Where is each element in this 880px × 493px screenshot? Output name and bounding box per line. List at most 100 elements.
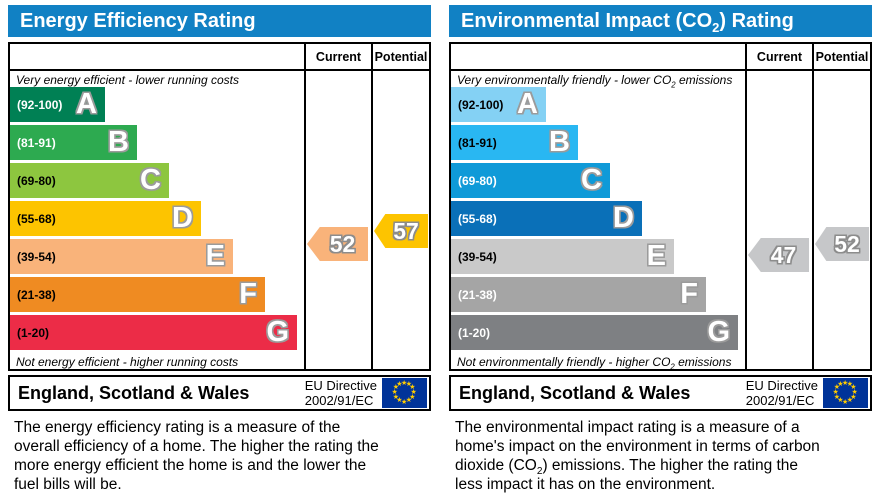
band-bar-b: (81-91) B <box>10 125 137 160</box>
top-note: Very energy efficient - lower running co… <box>16 73 239 87</box>
band-range-label: (1-20) <box>17 325 50 340</box>
eu-star-icon: ★ <box>392 393 400 401</box>
eu-star-icon: ★ <box>391 389 398 396</box>
eu-star-icon: ★ <box>409 393 416 401</box>
panel-title-subscript: 2 <box>712 20 720 35</box>
panel-title-suffix: ) Rating <box>719 10 794 32</box>
band-row-b: (81-91) B <box>10 125 297 163</box>
eu-star-icon: ★ <box>409 384 416 392</box>
column-divider <box>745 44 747 369</box>
band-bar-a: (92-100) A <box>451 87 546 122</box>
top-note-subscript: 2 <box>671 80 676 90</box>
energy-rating-description: The energy efficiency rating is a measur… <box>8 418 386 493</box>
bottom-note-text: Not energy efficient - higher running co… <box>16 355 239 369</box>
eu-star-icon: ★ <box>401 379 408 387</box>
header-divider <box>10 69 429 71</box>
eu-star-icon: ★ <box>842 398 849 406</box>
co2-rating-description: The environmental impact rating is a mea… <box>449 418 827 493</box>
band-bar-d: (55-68) D <box>10 201 201 236</box>
band-bar-g: (1-20) G <box>451 315 738 350</box>
band-range-label: (92-100) <box>17 97 63 112</box>
band-row-c: (69-80) C <box>10 163 297 201</box>
top-note-text: Very energy efficient - lower running co… <box>16 73 239 87</box>
potential-rating-value: 52 <box>834 230 860 257</box>
environmental-impact-title: Environmental Impact (CO2) Rating <box>449 5 872 37</box>
eu-star-icon: ★ <box>851 389 858 396</box>
energy-rating-chart: Current Potential Very energy efficient … <box>8 42 431 371</box>
band-row-d: (55-68) D <box>10 201 297 239</box>
band-range-label: (55-68) <box>458 211 497 226</box>
band-grade-letter: B <box>549 126 570 158</box>
co2-rating-chart: Current Potential Very environmentally f… <box>449 42 872 371</box>
band-bar-g: (1-20) G <box>10 315 297 350</box>
eu-star-icon: ★ <box>405 380 413 388</box>
potential-rating-value: 57 <box>393 217 419 244</box>
eu-directive-line1: EU Directive <box>745 378 818 393</box>
eu-star-icon: ★ <box>846 397 854 405</box>
eu-star-icon: ★ <box>396 397 403 405</box>
band-bar-f: (21-38) F <box>10 277 265 312</box>
band-grade-letter: D <box>613 202 634 234</box>
panel-title-text: Environmental Impact (CO <box>461 10 713 32</box>
region-footer: England, Scotland & Wales EU Directive 20… <box>8 375 431 411</box>
band-grade-letter: C <box>140 164 161 196</box>
eu-star-icon: ★ <box>833 393 841 401</box>
eu-directive-line2: 2002/91/EC <box>304 393 374 408</box>
bottom-note-text: Not environmentally friendly - higher CO <box>457 355 671 369</box>
header-divider <box>451 69 870 71</box>
eu-directive-label: EU Directive 2002/91/EC <box>746 378 818 408</box>
band-grade-letter: C <box>581 164 602 196</box>
band-grade-letter: E <box>205 240 225 272</box>
region-label: England, Scotland & Wales <box>459 382 691 403</box>
band-list: (92-100) A (81-91) B (69-80) C (55-68) D (39-54)… <box>10 87 297 353</box>
band-range-label: (81-91) <box>458 135 497 150</box>
description-subscript: 2 <box>536 466 543 478</box>
description-text: The environmental impact rating is a mea… <box>455 419 820 474</box>
band-row-d: (55-68) D <box>451 201 738 239</box>
energy-efficiency-title: Energy Efficiency Rating <box>8 5 431 37</box>
band-range-label: (55-68) <box>17 211 56 226</box>
band-bar-c: (69-80) C <box>10 163 169 198</box>
eu-star-icon: ★ <box>392 384 400 392</box>
bottom-note: Not environmentally friendly - higher CO… <box>457 355 731 371</box>
band-range-label: (21-38) <box>458 287 497 302</box>
band-range-label: (21-38) <box>17 287 56 302</box>
band-range-label: (39-54) <box>17 249 56 264</box>
eu-flag: ★ ★ ★ ★ ★ ★ ★ ★ ★ ★ ★ ★ <box>823 378 868 408</box>
eu-star-icon: ★ <box>396 380 403 388</box>
band-bar-e: (39-54) E <box>10 239 233 274</box>
description-suffix: ) emissions. The higher the rating the l… <box>455 457 799 493</box>
band-range-label: (81-91) <box>17 135 56 150</box>
band-grade-letter: G <box>266 316 289 348</box>
eu-directive-line2: 2002/91/EC <box>745 393 815 408</box>
energy-efficiency-panel: Energy Efficiency Rating Current Potenti… <box>8 5 431 493</box>
band-row-f: (21-38) F <box>451 277 738 315</box>
current-column-header: Current <box>756 49 803 64</box>
region-footer: England, Scotland & Wales EU Directive 20… <box>449 375 872 411</box>
band-grade-letter: A <box>517 88 538 120</box>
column-divider <box>371 44 373 369</box>
region-label: England, Scotland & Wales <box>18 382 250 403</box>
column-divider <box>812 44 814 369</box>
band-bar-b: (81-91) B <box>451 125 578 160</box>
top-note-text: Very environmentally friendly - lower CO <box>457 73 672 87</box>
eu-star-icon: ★ <box>405 397 413 405</box>
band-range-label: (69-80) <box>17 173 56 188</box>
band-grade-letter: D <box>172 202 193 234</box>
band-row-f: (21-38) F <box>10 277 297 315</box>
potential-rating-arrow: 57 <box>374 214 428 248</box>
band-grade-letter: F <box>239 278 257 310</box>
band-row-g: (1-20) G <box>451 315 738 353</box>
band-row-e: (39-54) E <box>451 239 738 277</box>
band-grade-letter: E <box>646 240 666 272</box>
top-note-suffix: emissions <box>675 73 733 87</box>
current-column-header: Current <box>315 49 362 64</box>
top-note: Very environmentally friendly - lower CO… <box>457 73 733 90</box>
band-bar-a: (92-100) A <box>10 87 105 122</box>
eu-directive-line1: EU Directive <box>304 378 377 393</box>
band-range-label: (92-100) <box>458 97 504 112</box>
eu-star-icon: ★ <box>846 380 854 388</box>
panel-title-text: Energy Efficiency Rating <box>20 10 256 32</box>
eu-directive-label: EU Directive 2002/91/EC <box>305 378 377 408</box>
